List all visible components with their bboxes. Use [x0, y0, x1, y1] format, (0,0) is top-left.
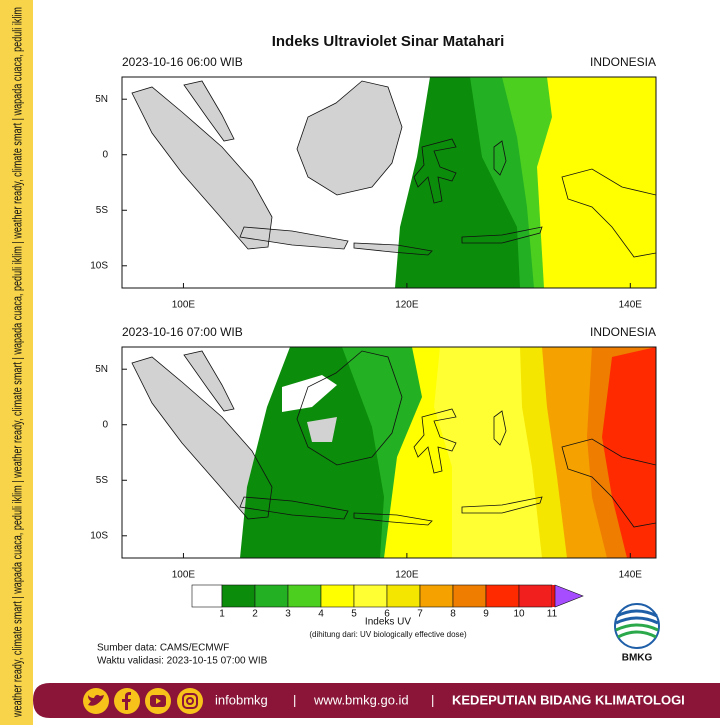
colorbar-tick-label: 1 — [219, 609, 225, 620]
colorbar-box — [419, 584, 454, 608]
map-panel — [121, 76, 657, 289]
colorbar-tick-label: 8 — [450, 609, 456, 620]
colorbar-note: (dihitung dari: UV biologically effectiv… — [309, 630, 467, 639]
colorbar-tick-label: 7 — [417, 609, 423, 620]
colorbar-box — [353, 584, 388, 608]
logo-text: BMKG — [622, 653, 653, 664]
colorbar-tick-label: 9 — [483, 609, 489, 620]
x-tick-label: 140E — [619, 570, 643, 581]
y-tick-label: 10S — [90, 530, 108, 541]
colorbar-arrow — [554, 584, 584, 608]
colorbar-box — [191, 584, 223, 608]
colorbar-box — [518, 584, 553, 608]
colorbar-tick-label: 3 — [285, 609, 291, 620]
footer-handle[interactable]: infobmkg — [215, 692, 268, 707]
y-tick-label: 5N — [95, 364, 108, 375]
map-panel — [121, 346, 657, 559]
colorbar-tick-label: 11 — [547, 609, 558, 620]
colorbar-box — [320, 584, 355, 608]
colorbar-box — [485, 584, 520, 608]
panel-region: INDONESIA — [590, 55, 656, 69]
y-tick-label: 5S — [96, 205, 109, 216]
bmkg-logo: BMKG — [614, 603, 660, 664]
footer-separator: | — [431, 692, 434, 707]
source: Sumber data: CAMS/ECMWF — [97, 643, 229, 654]
colorbar-box — [552, 585, 555, 607]
footer-band — [33, 683, 720, 718]
panel-time: 2023-10-16 06:00 WIB — [122, 55, 243, 69]
validity: Waktu validasi: 2023-10-15 07:00 WIB — [97, 656, 268, 667]
colorbar-label: Indeks UV — [365, 617, 411, 628]
social-icons — [83, 688, 203, 714]
x-tick-label: 120E — [395, 570, 419, 581]
title: Indeks Ultraviolet Sinar Matahari — [272, 33, 505, 50]
x-tick-label: 100E — [172, 570, 196, 581]
colorbar-box — [386, 584, 421, 608]
panel-region: INDONESIA — [590, 325, 656, 339]
colorbar-box — [287, 584, 322, 608]
colorbar-tick-label: 10 — [513, 609, 525, 620]
colorbar-tick-label: 2 — [252, 609, 258, 620]
colorbar-tick-label: 6 — [384, 609, 390, 620]
y-tick-label: 10S — [90, 260, 108, 271]
x-tick-label: 100E — [172, 300, 196, 311]
y-tick-label: 5S — [96, 475, 109, 486]
footer-separator: | — [293, 692, 296, 707]
side-strip — [0, 0, 33, 725]
y-tick-label: 0 — [102, 419, 108, 430]
panel-time: 2023-10-16 07:00 WIB — [122, 325, 243, 339]
colorbar: 1 2 3 4 5 6 7 8 9 10 11 — [191, 584, 584, 620]
footer-department: KEDEPUTIAN BIDANG KLIMATOLOGI — [452, 692, 685, 707]
colorbar-box — [254, 584, 289, 608]
x-tick-label: 140E — [619, 300, 643, 311]
colorbar-tick-label: 5 — [351, 609, 357, 620]
footer-website[interactable]: www.bmkg.go.id — [313, 692, 409, 707]
x-tick-label: 120E — [395, 300, 419, 311]
y-tick-label: 5N — [95, 94, 108, 105]
colorbar-box — [452, 584, 487, 608]
colorbar-box — [221, 584, 256, 608]
instagram-icon[interactable] — [177, 688, 203, 714]
y-tick-label: 0 — [102, 149, 108, 160]
colorbar-tick-label: 4 — [318, 609, 324, 620]
side-text: weather ready, climate smart | wapada cu… — [10, 7, 24, 718]
